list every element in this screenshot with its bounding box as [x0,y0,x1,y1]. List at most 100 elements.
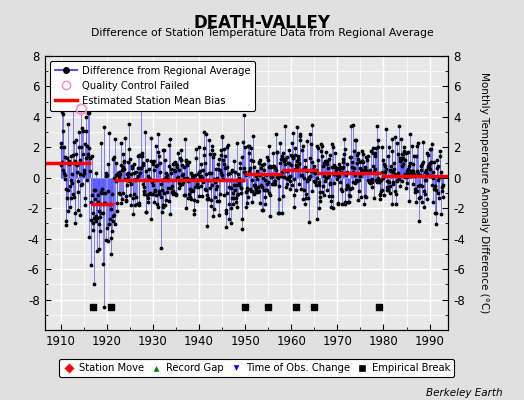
Point [180,164,188,171]
Point [179,171,187,177]
Point [179,175,188,182]
Point [240,168,248,175]
Y-axis label: Monthly Temperature Anomaly Difference (°C): Monthly Temperature Anomaly Difference (… [478,72,489,314]
Point [285,174,293,180]
Point [371,166,379,172]
Point [270,180,279,187]
Point [246,186,254,192]
Point [117,166,126,173]
Point [204,195,212,201]
Point [263,187,271,194]
Point [289,155,297,162]
Point [129,211,137,217]
Point [334,160,343,167]
Point [205,170,213,176]
Point [269,163,277,169]
Point [300,175,308,181]
Point [118,163,127,170]
Point [138,160,147,166]
Point [243,185,251,192]
Point [270,177,278,184]
Point [237,184,245,191]
Point [282,154,291,160]
Point [121,176,129,182]
Point [273,149,281,155]
Point [200,128,209,135]
Point [213,183,221,189]
Point [405,163,413,169]
Point [122,198,130,204]
Point [121,135,129,141]
Point [302,195,310,201]
Point [67,177,75,184]
Point [266,192,274,198]
Point [142,209,150,215]
Point [81,202,89,208]
Point [307,140,315,147]
Point [250,182,258,188]
Point [303,167,312,174]
Point [425,163,433,169]
Point [350,148,358,154]
Point [129,191,138,198]
Point [340,136,348,142]
Point [431,210,440,216]
Point [340,164,348,170]
Point [349,169,357,176]
Point [149,167,158,174]
Point [91,195,100,202]
Point [181,136,189,142]
Point [411,153,420,159]
Point [66,204,74,210]
Point [95,220,104,227]
Point [384,153,392,159]
Point [249,133,257,140]
Point [185,177,193,184]
Point [365,180,374,186]
Point [234,174,243,181]
Point [367,184,376,190]
Point [375,304,383,310]
Point [432,187,440,194]
Point [176,155,184,161]
Point [350,122,358,128]
Point [409,161,417,167]
Point [127,162,136,169]
Point [258,184,266,190]
Point [189,188,197,194]
Point [427,159,435,165]
Point [365,178,374,185]
Point [357,194,365,201]
Point [331,170,339,176]
Point [434,190,442,196]
Point [142,167,150,174]
Point [323,174,332,180]
Point [93,215,101,221]
Point [342,186,350,192]
Point [186,186,194,192]
Point [104,238,112,244]
Point [88,153,96,160]
Point [298,167,306,173]
Point [369,195,378,201]
Point [399,161,407,167]
Point [86,154,94,161]
Point [187,188,195,194]
Point [343,182,351,188]
Point [135,151,143,158]
Point [204,176,213,183]
Point [96,214,104,220]
Point [213,197,221,204]
Point [266,163,275,170]
Point [301,157,309,163]
Point [119,159,128,165]
Point [70,158,79,164]
Point [185,194,194,200]
Point [438,183,446,190]
Point [93,248,101,255]
Point [378,157,387,163]
Point [330,171,338,177]
Point [289,176,298,182]
Point [127,170,135,177]
Point [330,180,339,187]
